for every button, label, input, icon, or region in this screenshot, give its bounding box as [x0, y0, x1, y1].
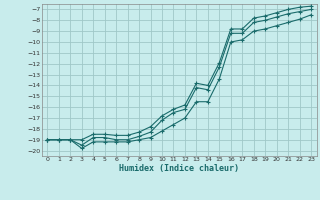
X-axis label: Humidex (Indice chaleur): Humidex (Indice chaleur)	[119, 164, 239, 173]
